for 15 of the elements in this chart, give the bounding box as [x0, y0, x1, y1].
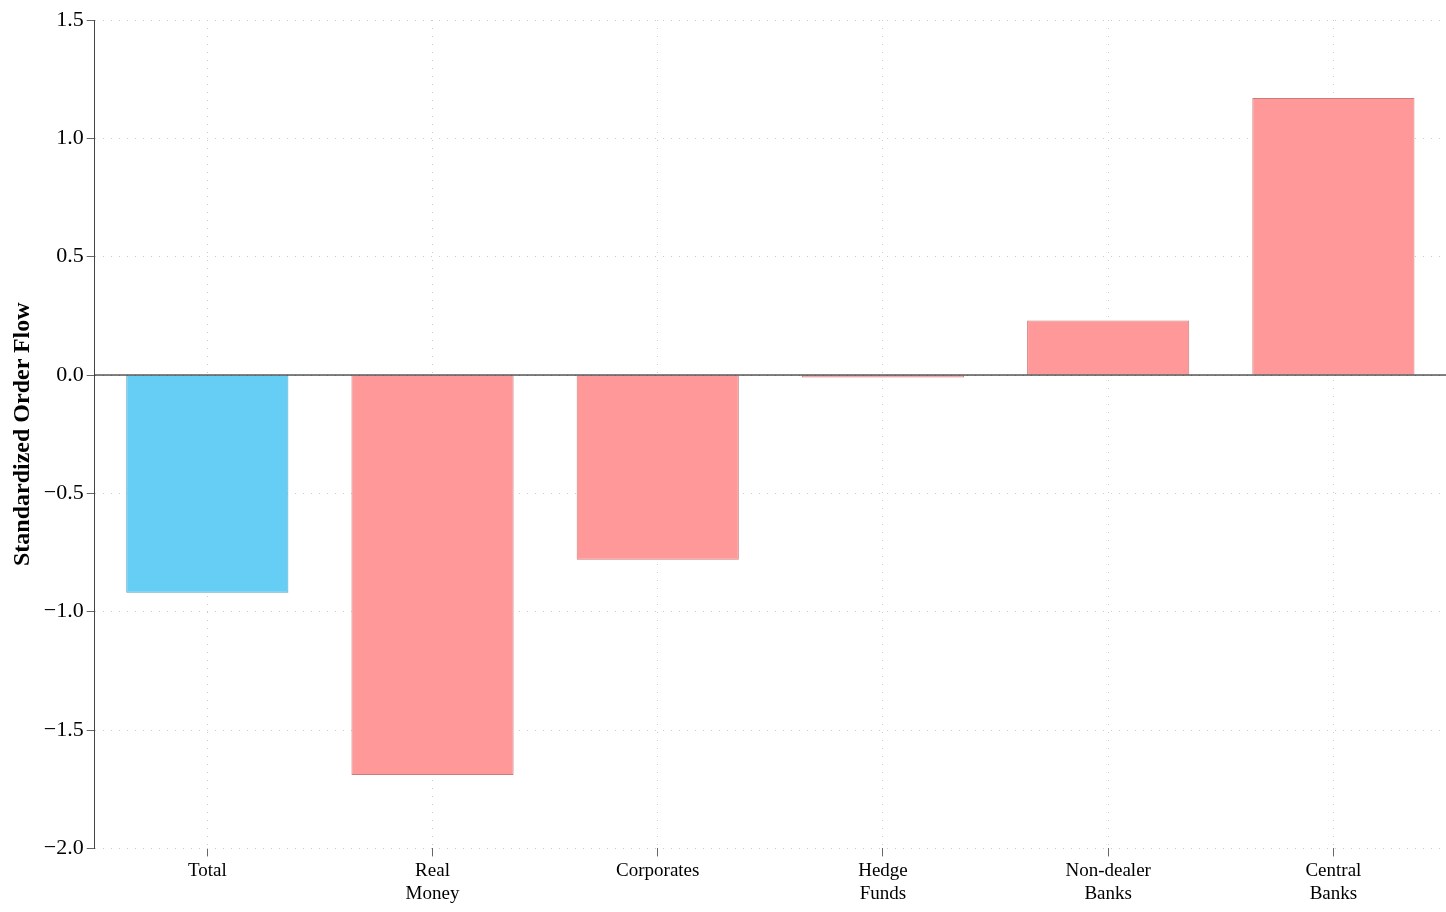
y-tick-label: 0.5: [56, 242, 84, 268]
x-tick-label: Corporates: [616, 858, 700, 880]
y-tick-label: −2.0: [43, 834, 84, 860]
y-axis-title: Standardized Order Flow: [7, 301, 34, 566]
x-tick-label: Total: [187, 858, 227, 880]
y-tick-label: −0.5: [43, 479, 84, 505]
y-tick-label: −1.0: [43, 597, 84, 623]
y-tick-label: 1.0: [56, 124, 84, 150]
y-tick-label: 0.0: [56, 360, 84, 386]
x-tick-label: Non-dealer Banks: [1065, 858, 1152, 903]
x-tick-label: Hedge Funds: [858, 858, 908, 903]
x-tick-label: Central Banks: [1305, 858, 1362, 903]
y-tick-label: 1.5: [56, 5, 84, 31]
x-tick-label: Real Money: [405, 858, 460, 903]
y-tick-label: −1.5: [43, 715, 84, 741]
